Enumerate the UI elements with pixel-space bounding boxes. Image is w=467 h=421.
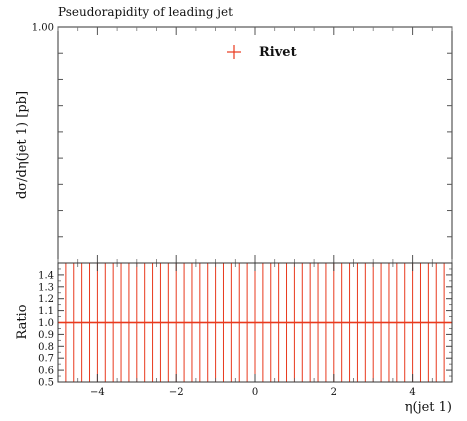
ratio-ytick-label: 1.3	[38, 282, 54, 293]
main-ylabel: dσ/dη(jet 1) [pb]	[15, 91, 30, 199]
ratio-ylabel: Ratio	[15, 304, 30, 339]
ratio-xtick-label: 2	[331, 387, 337, 398]
ratio-ytick-label: 0.7	[38, 354, 54, 365]
ratio-xtick-label: −4	[90, 387, 105, 398]
chart-title: Pseudorapidity of leading jet	[58, 5, 233, 19]
ratio-panel: 0.50.60.70.80.91.01.11.21.31.4 −4 −2 0 2 4 R…	[15, 262, 453, 415]
main-panel: 1.00 dσ/dη(jet 1) [pb] Rivet	[15, 23, 453, 264]
ratio-ytick-label: 0.9	[38, 330, 54, 341]
ratio-yticks: 0.50.60.70.80.91.01.11.21.31.4	[38, 268, 452, 389]
legend-marker-plus	[227, 45, 241, 59]
ratio-xtick-label: 4	[409, 387, 415, 398]
legend: Rivet	[227, 45, 297, 60]
ratio-ytick-label: 1.2	[38, 294, 54, 305]
main-frame	[57, 26, 453, 264]
ratio-xtick-label: 0	[252, 387, 258, 398]
ratio-frame	[57, 262, 453, 383]
main-ytick-label: 1.00	[32, 23, 54, 34]
ratio-xtick-label: −2	[169, 387, 184, 398]
ratio-ytick-label: 0.6	[38, 366, 54, 377]
main-yticks: 1.00	[32, 23, 453, 263]
ratio-ytick-label: 0.8	[38, 342, 54, 353]
legend-label-rivet: Rivet	[259, 45, 297, 60]
ratio-ytick-label: 0.5	[38, 378, 54, 389]
ratio-ytick-label: 1.4	[38, 270, 54, 281]
ratio-xlabel: η(jet 1)	[405, 400, 452, 415]
ratio-ytick-label: 1.0	[38, 318, 54, 329]
ratio-ytick-label: 1.1	[38, 306, 54, 317]
